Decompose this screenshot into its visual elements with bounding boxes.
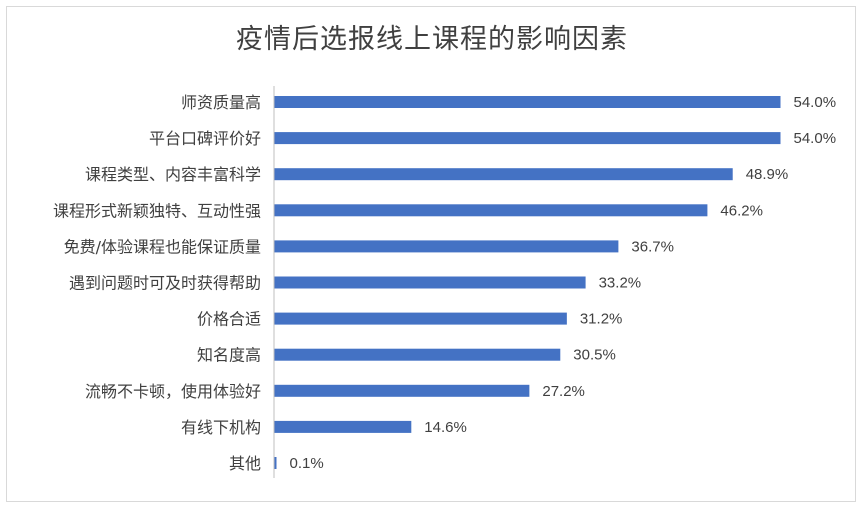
- value-label: 48.9%: [746, 166, 789, 183]
- bar: [274, 312, 567, 325]
- category-label: 免费/体验课程也能保证质量: [64, 237, 261, 256]
- value-label: 31.2%: [580, 311, 623, 328]
- chart-frame: [6, 6, 856, 502]
- bar: [274, 240, 619, 253]
- category-label: 师资质量高: [181, 93, 261, 112]
- bar: [274, 204, 708, 217]
- value-label: 27.2%: [542, 383, 585, 400]
- value-label: 30.5%: [573, 347, 616, 364]
- bar: [274, 96, 781, 108]
- value-label: 14.6%: [424, 419, 467, 436]
- bar: [274, 420, 412, 433]
- category-label: 流畅不卡顿，使用体验好: [85, 382, 261, 401]
- category-label: 遇到问题时可及时获得帮助: [69, 274, 261, 293]
- category-label: 课程形式新颖独特、互动性强: [53, 201, 261, 220]
- value-label: 46.2%: [720, 202, 763, 219]
- bar: [274, 457, 277, 469]
- category-label: 课程类型、内容丰富科学: [85, 165, 261, 184]
- bar: [274, 132, 781, 145]
- category-label: 知名度高: [197, 346, 261, 365]
- category-label: 有线下机构: [181, 418, 261, 437]
- category-label: 平台口碑评价好: [149, 129, 261, 148]
- category-label: 价格合适: [197, 310, 261, 329]
- value-label: 54.0%: [794, 130, 837, 147]
- bar: [274, 168, 733, 181]
- bar: [274, 384, 530, 397]
- chart-title: 疫情后选报线上课程的影响因素: [236, 24, 628, 55]
- value-label: 54.0%: [794, 94, 837, 111]
- bar: [274, 348, 561, 361]
- value-label: 0.1%: [290, 455, 324, 472]
- bar: [274, 276, 586, 289]
- category-label: 其他: [229, 454, 261, 473]
- value-label: 33.2%: [599, 275, 642, 292]
- value-label: 36.7%: [631, 238, 674, 255]
